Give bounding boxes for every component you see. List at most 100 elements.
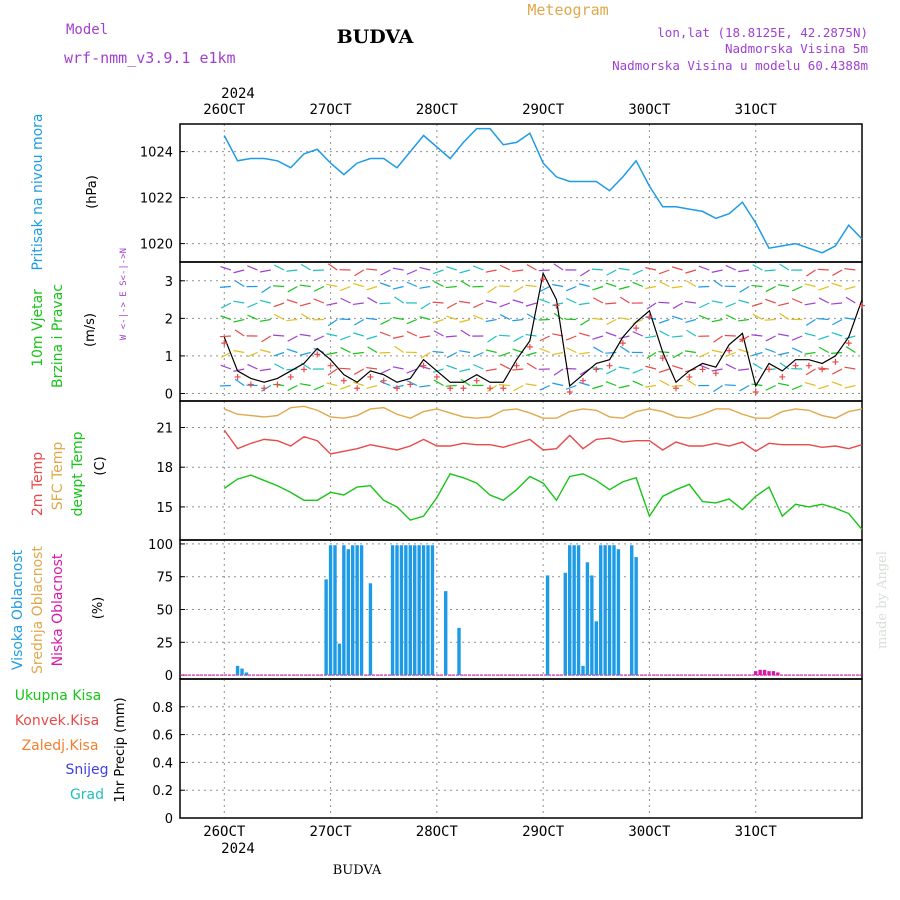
wind-arrow <box>592 285 604 291</box>
wind-arrow <box>698 351 710 358</box>
wind-arrow <box>459 318 471 323</box>
wind-arrow <box>606 318 617 326</box>
cloud-bar <box>762 669 767 676</box>
wind-arrow <box>738 318 750 322</box>
wind-arrow <box>552 351 564 356</box>
y-tick-label: 100 <box>148 538 173 553</box>
wind-arrow <box>299 302 311 307</box>
wind-gust-mark <box>779 373 786 380</box>
model-label: Model <box>66 22 108 38</box>
wind-gust-mark <box>433 373 440 380</box>
cloud-bar <box>421 545 426 676</box>
wind-arrow <box>539 298 550 304</box>
cloud-panel: 0 25 50 75 100 <box>148 538 863 684</box>
wind-arrow <box>711 300 723 304</box>
wind-arrow <box>366 335 378 340</box>
wind-arrow <box>446 315 457 321</box>
wind-arrow <box>618 267 630 271</box>
wind-arrow <box>340 347 351 354</box>
cloud-bar <box>630 545 634 676</box>
wind-arrow <box>605 331 617 337</box>
wind-arrow <box>778 351 790 356</box>
cloud-bar <box>612 545 616 676</box>
temp-labels: 2m Temp SFC Temp dewpt Temp (C) <box>30 431 108 516</box>
wind-arrow <box>380 269 391 276</box>
cloud-bar <box>563 572 567 676</box>
wind-arrow <box>817 268 829 271</box>
wind-arrow <box>619 296 630 304</box>
wind-arrow <box>831 282 843 288</box>
cloud-bar <box>585 562 590 676</box>
wind-arrow <box>831 331 843 337</box>
wind-arrow <box>845 296 856 304</box>
wind-arrow <box>392 285 404 290</box>
wind-arrow <box>632 318 644 325</box>
wind-arrow <box>300 263 311 271</box>
wind-arrow <box>446 302 458 309</box>
wind-gust-mark <box>606 362 613 369</box>
wind-gust-mark <box>566 388 573 395</box>
wind-arrow <box>578 283 590 288</box>
wind-arrow <box>339 335 351 341</box>
wind-arrow <box>778 333 790 337</box>
wind-arrow <box>605 351 617 354</box>
wind-arrow <box>725 264 737 271</box>
wind-arrow <box>406 318 418 325</box>
wind-arrow <box>645 285 657 290</box>
wind-arrow <box>765 348 776 354</box>
y-tick-label: 0 <box>165 387 173 402</box>
wind-arrow <box>419 316 431 321</box>
wind-arrow <box>432 350 444 354</box>
wind-arrow <box>831 302 843 305</box>
wind-gust-mark <box>513 362 520 369</box>
wind-panel: 0 1 2 3 <box>165 261 865 402</box>
wind-arrow <box>765 285 776 293</box>
cloud-bar <box>408 545 412 676</box>
wind-arrow <box>578 351 590 355</box>
wind-arrow <box>406 380 418 387</box>
cloud-bar <box>776 672 780 676</box>
wind-arrow <box>487 335 497 343</box>
cloud-bar <box>417 545 421 676</box>
y-tick-label: 21 <box>156 421 173 436</box>
wind-gust-mark <box>500 385 507 392</box>
wind-arrow <box>446 351 458 359</box>
wind-arrow <box>672 302 683 309</box>
cloud-bar <box>607 545 612 676</box>
wind-arrow <box>525 383 537 387</box>
y-tick-label: 1022 <box>140 192 173 207</box>
wind-arrow <box>220 364 232 370</box>
wind-arrow <box>327 319 338 327</box>
wind-arrow <box>779 362 790 370</box>
wind-gust-mark <box>526 343 533 350</box>
wind-arrow <box>247 302 258 308</box>
wind-arrow <box>419 285 431 289</box>
wind-gust-mark <box>699 366 706 373</box>
wind-arrow <box>233 368 245 372</box>
cloud-high-ylabel: Visoka Oblacnost <box>10 549 26 670</box>
wind-arrow <box>578 381 590 387</box>
cloud-bar <box>333 545 337 676</box>
wind-arrow <box>512 368 524 371</box>
wind-arrow <box>419 335 431 339</box>
wind-gust-mark <box>659 355 666 362</box>
wind-arrow <box>698 364 710 370</box>
wind-arrow <box>844 384 856 389</box>
top-date-label: 26OCT <box>203 102 246 118</box>
cloud-bar <box>444 591 448 676</box>
lonlat-text: lon,lat (18.8125E, 42.2875N) <box>657 25 868 40</box>
wind-arrow <box>472 265 484 271</box>
wind-gust-mark <box>752 388 759 395</box>
wind-arrow <box>711 318 723 323</box>
y-tick-label: 0 <box>165 669 173 684</box>
bottom-date-ticks: 26OCT 27OCT 28OCT 29OCT 30OCT 31OCT <box>203 824 777 840</box>
y-tick-label: 1020 <box>140 238 173 253</box>
cloud-bar <box>324 579 328 676</box>
y-tick-label: 2 <box>165 312 173 327</box>
wind-arrow <box>618 317 630 321</box>
cloud-bar <box>594 621 598 676</box>
precip-panel: 0 0.2 0.4 0.6 0.8 <box>152 678 863 827</box>
wind-arrow <box>287 335 298 342</box>
bottom-date-label: 27OCT <box>309 824 352 840</box>
cloud-bar <box>771 671 776 676</box>
